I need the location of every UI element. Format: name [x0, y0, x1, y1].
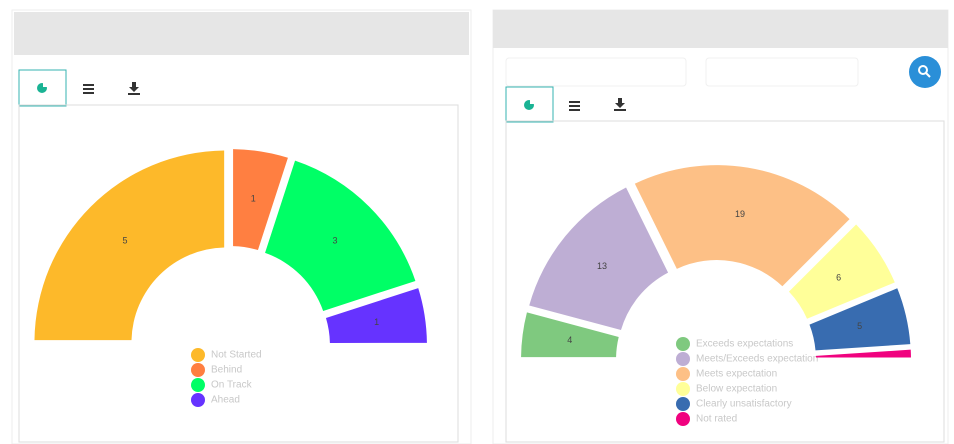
value-label: 19 [735, 209, 745, 219]
legend-label: Not Started [211, 350, 262, 361]
slice [634, 165, 850, 287]
pie-icon [524, 99, 535, 110]
legend-label: Meets/Exceeds expectation [696, 354, 818, 365]
slice [325, 288, 427, 343]
panel-header [14, 12, 469, 55]
slice [788, 224, 895, 319]
legend-label: On Track [211, 380, 253, 391]
value-label: 3 [332, 235, 337, 245]
legend-label: Meets expectation [696, 369, 777, 380]
chart-box [18, 104, 459, 443]
value-label: 1 [251, 194, 256, 204]
filter-input[interactable] [505, 57, 687, 87]
legend-swatch [191, 348, 205, 362]
list-icon[interactable] [569, 101, 580, 111]
slice [521, 312, 619, 358]
slice [34, 150, 225, 341]
legend-swatch [676, 382, 690, 396]
slice [233, 149, 288, 251]
slice [809, 288, 911, 351]
slice [529, 187, 669, 331]
value-label: 6 [836, 272, 841, 282]
legend-swatch [676, 352, 690, 366]
slice [815, 349, 911, 358]
legend-swatch [676, 337, 690, 351]
value-label: 1 [374, 317, 379, 327]
download-icon[interactable] [128, 82, 140, 95]
search-button[interactable] [909, 56, 941, 88]
value-label: 5 [122, 235, 127, 245]
chart-box [505, 120, 945, 443]
legend-label: Below expectation [696, 384, 777, 395]
legend-swatch [676, 397, 690, 411]
legend-label: Exceeds expectations [696, 339, 793, 350]
legend-label: Clearly unsatisfactory [696, 399, 792, 410]
search-icon [918, 65, 931, 78]
legend-label: Behind [211, 365, 242, 376]
legend-swatch [191, 393, 205, 407]
download-icon[interactable] [614, 98, 626, 111]
legend-swatch [191, 378, 205, 392]
legend-label: Ahead [211, 395, 240, 406]
legend-swatch [676, 412, 690, 426]
list-icon[interactable] [83, 84, 94, 94]
value-label: 5 [857, 321, 862, 331]
legend-swatch [676, 367, 690, 381]
legend-swatch [191, 363, 205, 377]
value-label: 13 [597, 261, 607, 271]
panel-header [493, 10, 948, 48]
legend-label: Not rated [696, 414, 737, 425]
slice [265, 160, 416, 311]
filter-input[interactable] [705, 57, 859, 87]
pie-icon [37, 82, 48, 93]
value-label: 4 [567, 335, 572, 345]
